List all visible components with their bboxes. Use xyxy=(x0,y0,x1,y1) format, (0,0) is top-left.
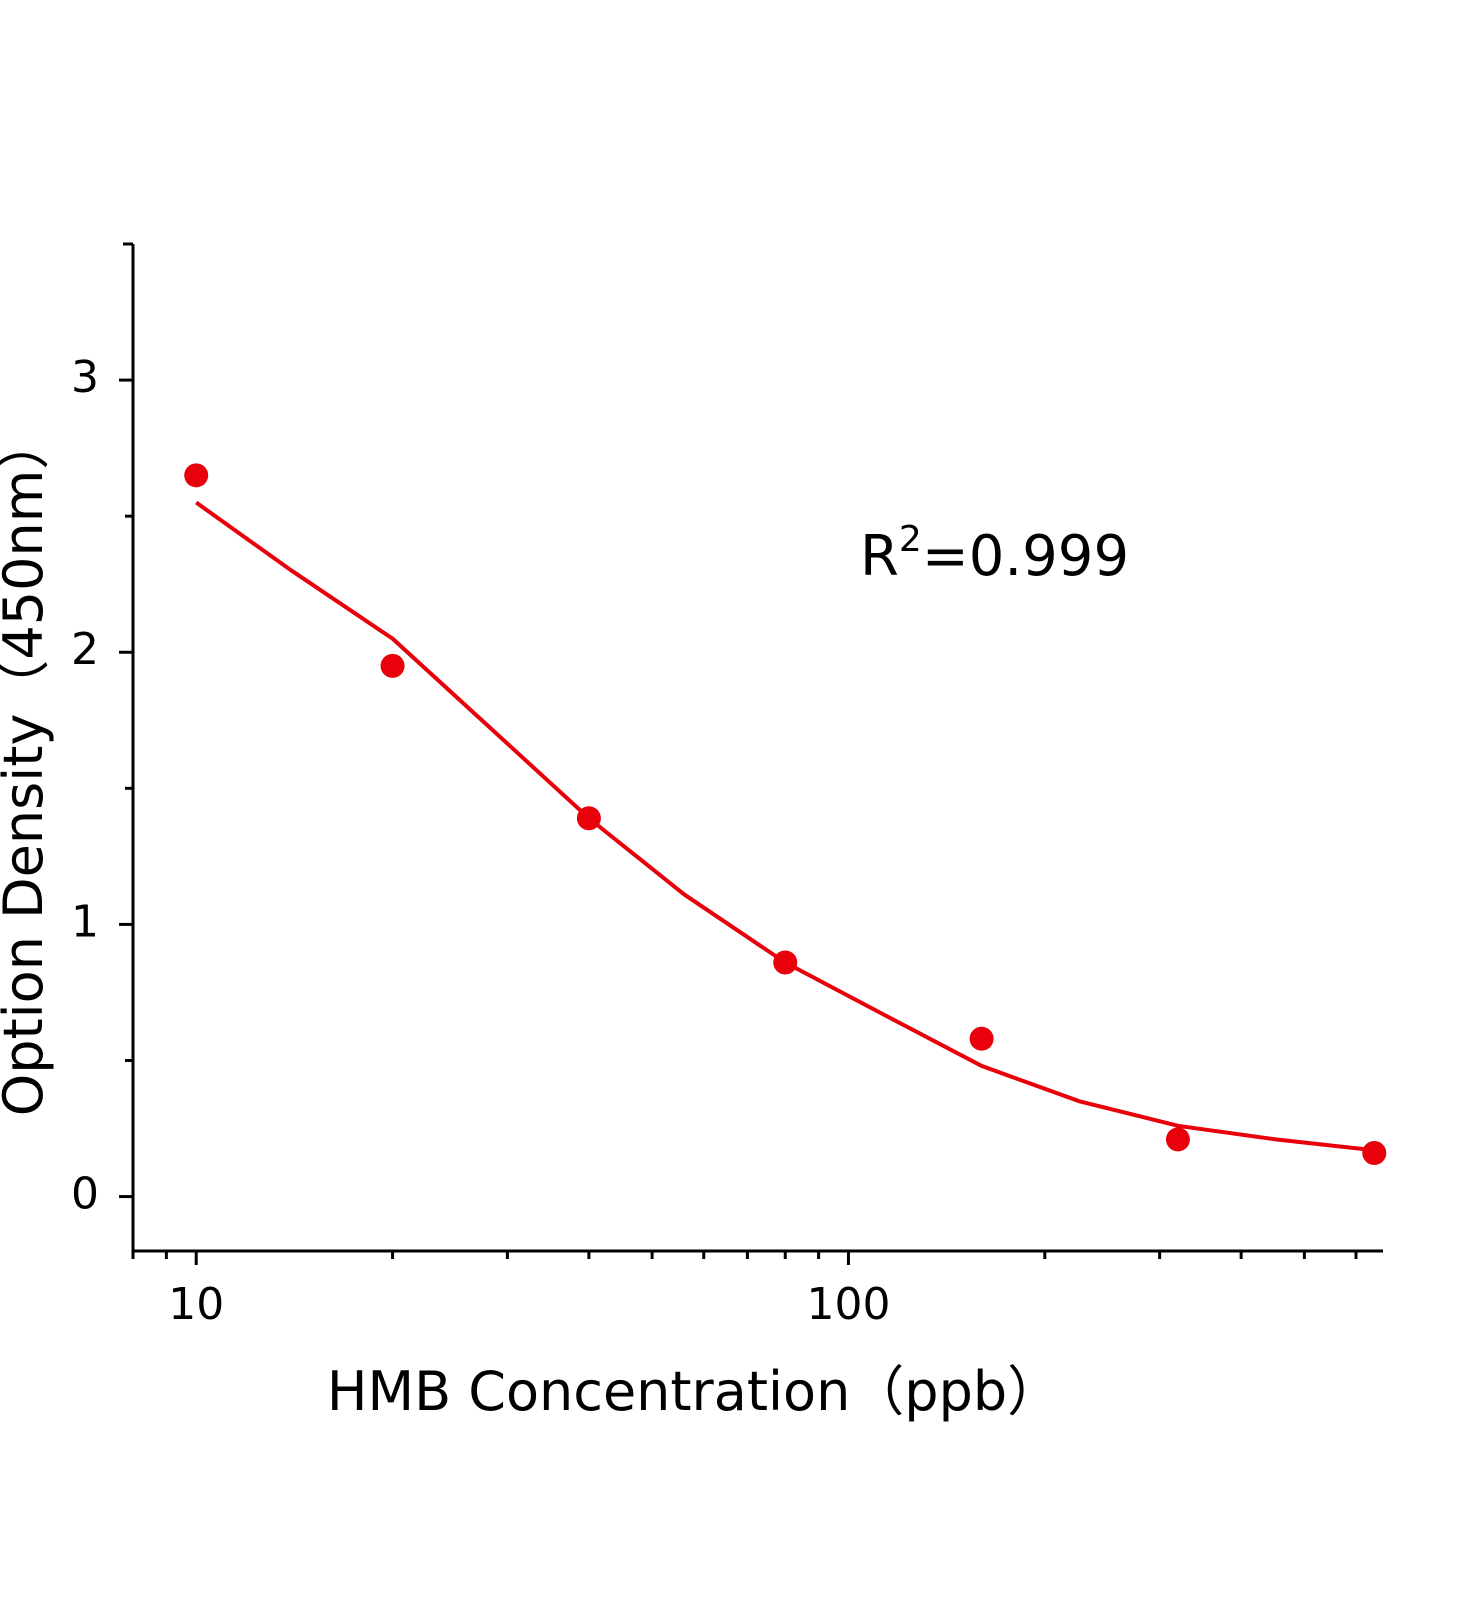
annotation-text: =0.999 xyxy=(922,524,1129,589)
x-tick-label: 10 xyxy=(168,1279,224,1330)
annotation: R2=0.999 xyxy=(860,519,1129,589)
data-point xyxy=(969,1026,994,1051)
x-tick-label: 100 xyxy=(806,1279,890,1330)
data-point xyxy=(184,463,209,488)
y-tick-label: 2 xyxy=(71,624,99,675)
y-tick-label: 1 xyxy=(71,896,99,947)
fit-curve xyxy=(195,500,1375,1153)
data-point xyxy=(1362,1141,1387,1166)
annotation-text: R xyxy=(860,524,899,589)
x-axis-title: HMB Concentration（ppb） xyxy=(327,1360,1061,1423)
y-axis-title: Option Density（450nm） xyxy=(0,416,55,1117)
data-point xyxy=(1165,1127,1190,1152)
annotation-superscript: 2 xyxy=(899,519,922,560)
y-tick-label: 0 xyxy=(71,1169,99,1220)
y-tick-label: 3 xyxy=(71,352,99,403)
data-point xyxy=(380,653,405,678)
